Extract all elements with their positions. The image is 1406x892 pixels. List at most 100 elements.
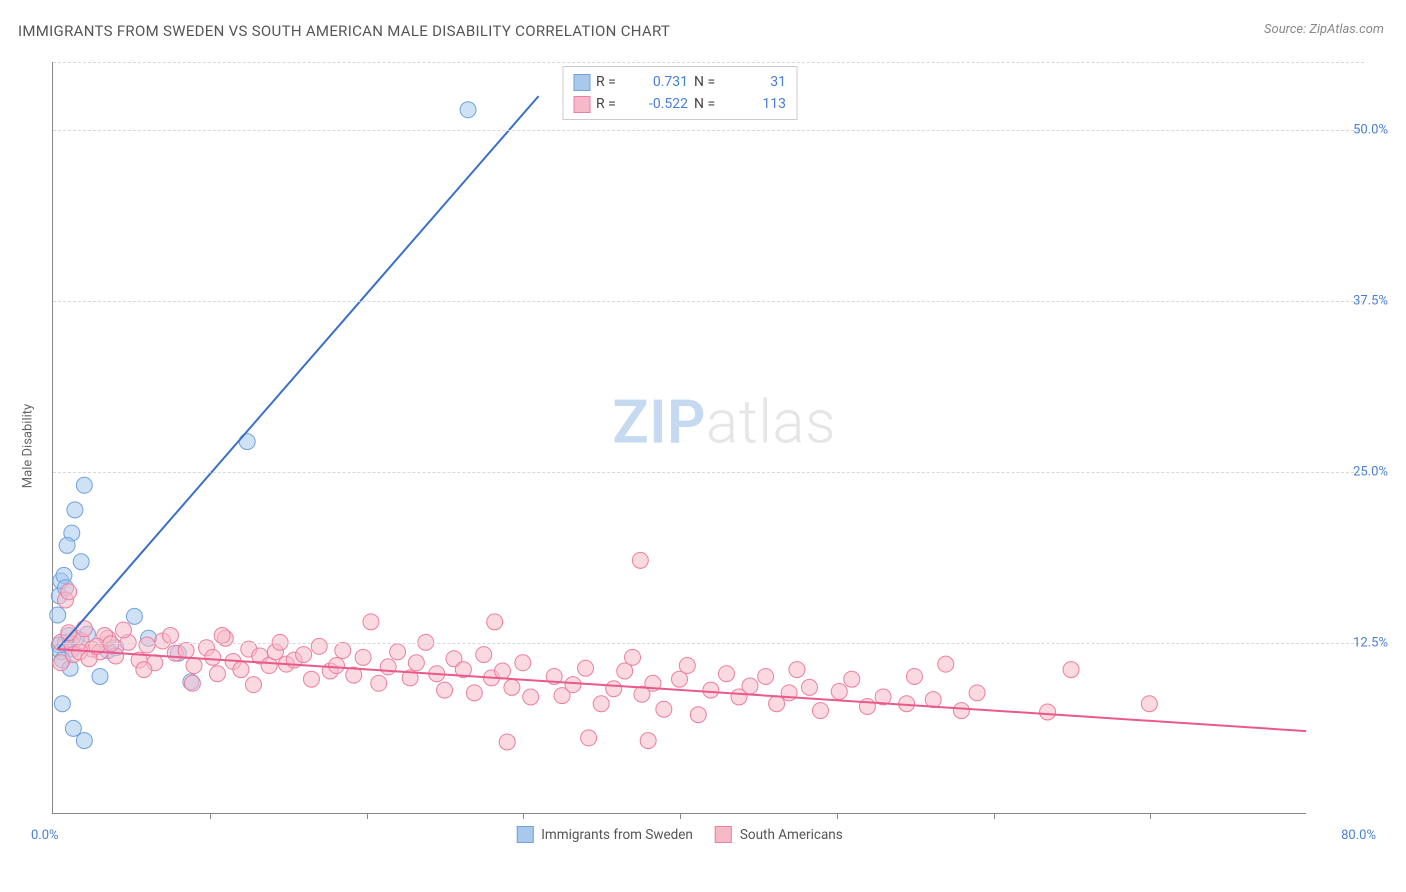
gridline: [53, 301, 1364, 302]
swatch-series-1: [573, 74, 590, 91]
data-point: [578, 660, 594, 676]
data-point: [390, 644, 406, 660]
data-point: [303, 671, 319, 687]
data-point: [61, 584, 77, 600]
data-point: [859, 699, 875, 715]
series-legend: Immigrants from Sweden South Americans: [516, 826, 842, 843]
data-point: [515, 655, 531, 671]
data-point: [296, 647, 312, 663]
data-point: [61, 625, 77, 641]
data-point: [205, 649, 221, 665]
data-point: [953, 703, 969, 719]
data-point: [1040, 704, 1056, 720]
data-point: [581, 730, 597, 746]
data-point: [769, 696, 785, 712]
data-point: [380, 659, 396, 675]
data-point: [59, 537, 75, 553]
data-point: [938, 656, 954, 672]
n-label-1: N =: [694, 74, 724, 90]
y-tick-label: 12.5%: [1328, 636, 1388, 651]
gridline: [53, 643, 1364, 644]
data-point: [115, 622, 131, 638]
r-value-1: 0.731: [632, 74, 688, 90]
data-point: [408, 655, 424, 671]
r-value-2: -0.522: [632, 96, 688, 112]
data-point: [632, 552, 648, 568]
data-point: [363, 614, 379, 630]
data-point: [742, 678, 758, 694]
r-label-1: R =: [596, 74, 626, 90]
data-point: [76, 621, 92, 637]
data-point: [139, 637, 155, 653]
n-label-2: N =: [694, 96, 724, 112]
data-point: [186, 658, 202, 674]
data-point: [92, 668, 108, 684]
source-attribution: Source: ZipAtlas.com: [1264, 22, 1384, 37]
data-point: [460, 102, 476, 118]
data-point: [126, 608, 142, 624]
n-value-1: 31: [730, 74, 786, 90]
data-point: [679, 658, 695, 674]
x-tick: [523, 813, 524, 819]
x-tick: [994, 813, 995, 819]
legend-swatch-2: [715, 826, 732, 843]
data-point: [802, 679, 818, 695]
x-tick: [837, 813, 838, 819]
data-point: [789, 662, 805, 678]
data-point: [523, 689, 539, 705]
data-point: [656, 701, 672, 717]
data-point: [831, 683, 847, 699]
data-point: [606, 681, 622, 697]
data-point: [335, 643, 351, 659]
data-point: [178, 643, 194, 659]
data-point: [812, 703, 828, 719]
data-point: [758, 668, 774, 684]
x-tick: [210, 813, 211, 819]
legend-item-2: South Americans: [715, 826, 843, 843]
n-value-2: 113: [730, 96, 786, 112]
data-point: [355, 649, 371, 665]
data-point: [437, 682, 453, 698]
correlation-legend: R = 0.731 N = 31 R = -0.522 N = 113: [562, 66, 797, 120]
legend-label-1: Immigrants from Sweden: [541, 827, 693, 843]
y-tick-label: 37.5%: [1328, 294, 1388, 309]
data-point: [162, 628, 178, 644]
plot-area: ZIPatlas R = 0.731 N = 31 R = -0.522 N =…: [52, 62, 1306, 814]
x-tick: [1150, 813, 1151, 819]
legend-item-1: Immigrants from Sweden: [516, 826, 693, 843]
data-point: [906, 668, 922, 684]
data-point: [67, 502, 83, 518]
data-point: [136, 662, 152, 678]
x-tick: [680, 813, 681, 819]
gridline: [53, 62, 1364, 63]
y-tick-label: 50.0%: [1328, 123, 1388, 138]
data-point: [640, 733, 656, 749]
data-point: [76, 733, 92, 749]
data-point: [969, 685, 985, 701]
data-point: [504, 679, 520, 695]
chart-container: IMMIGRANTS FROM SWEDEN VS SOUTH AMERICAN…: [0, 0, 1406, 892]
gridline: [53, 472, 1364, 473]
chart-title: IMMIGRANTS FROM SWEDEN VS SOUTH AMERICAN…: [18, 22, 670, 40]
data-point: [593, 696, 609, 712]
corr-row-1: R = 0.731 N = 31: [573, 71, 786, 93]
plot-svg: [53, 62, 1306, 813]
data-point: [54, 696, 70, 712]
swatch-series-2: [573, 96, 590, 113]
x-axis-start-label: 0.0%: [31, 828, 59, 843]
data-point: [50, 607, 66, 623]
corr-row-2: R = -0.522 N = 113: [573, 93, 786, 115]
data-point: [233, 662, 249, 678]
data-point: [371, 675, 387, 691]
data-point: [214, 628, 230, 644]
trendline: [58, 96, 539, 649]
data-point: [311, 638, 327, 654]
data-point: [76, 477, 92, 493]
data-point: [239, 434, 255, 450]
data-point: [844, 671, 860, 687]
y-axis-label: Male Disability: [21, 404, 36, 488]
x-tick: [367, 813, 368, 819]
data-point: [495, 663, 511, 679]
data-point: [703, 682, 719, 698]
r-label-2: R =: [596, 96, 626, 112]
